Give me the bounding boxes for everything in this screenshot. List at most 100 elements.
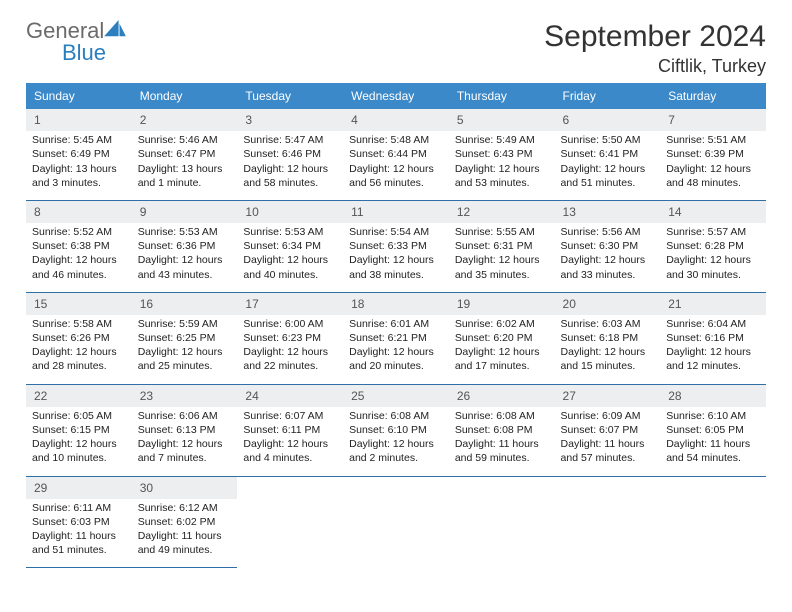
sunset-text: Sunset: 6:15 PM: [32, 423, 126, 437]
day-number-cell: 12: [449, 200, 555, 223]
day-cell: [555, 499, 661, 568]
sunrise-text: Sunrise: 5:51 AM: [666, 133, 760, 147]
sunrise-text: Sunrise: 5:54 AM: [349, 225, 443, 239]
daylight-text: Daylight: 12 hours: [32, 345, 126, 359]
daylight-text: and 54 minutes.: [666, 451, 760, 465]
sunset-text: Sunset: 6:21 PM: [349, 331, 443, 345]
day-cell: Sunrise: 6:12 AMSunset: 6:02 PMDaylight:…: [132, 499, 238, 568]
daylight-text: and 12 minutes.: [666, 359, 760, 373]
day-cell: Sunrise: 5:55 AMSunset: 6:31 PMDaylight:…: [449, 223, 555, 292]
day-number-cell: 3: [237, 109, 343, 131]
brand-blue: Blue: [62, 40, 106, 65]
sunset-text: Sunset: 6:47 PM: [138, 147, 232, 161]
sunrise-text: Sunrise: 6:10 AM: [666, 409, 760, 423]
sunrise-text: Sunrise: 5:52 AM: [32, 225, 126, 239]
daylight-text: Daylight: 12 hours: [349, 345, 443, 359]
weekday-header: Sunday: [26, 83, 132, 109]
sunset-text: Sunset: 6:13 PM: [138, 423, 232, 437]
day-number-cell: 11: [343, 200, 449, 223]
daylight-text: Daylight: 13 hours: [32, 162, 126, 176]
sunrise-text: Sunrise: 5:47 AM: [243, 133, 337, 147]
sunset-text: Sunset: 6:23 PM: [243, 331, 337, 345]
location-label: Ciftlik, Turkey: [544, 56, 766, 77]
daylight-text: and 49 minutes.: [138, 543, 232, 557]
sunset-text: Sunset: 6:26 PM: [32, 331, 126, 345]
day-number-cell: 18: [343, 292, 449, 315]
day-cell: [449, 499, 555, 568]
sunrise-text: Sunrise: 6:04 AM: [666, 317, 760, 331]
day-cell: Sunrise: 6:09 AMSunset: 6:07 PMDaylight:…: [555, 407, 661, 476]
daylight-text: and 43 minutes.: [138, 268, 232, 282]
sunset-text: Sunset: 6:30 PM: [561, 239, 655, 253]
daylight-text: and 10 minutes.: [32, 451, 126, 465]
sunrise-text: Sunrise: 6:00 AM: [243, 317, 337, 331]
day-cell: [660, 499, 766, 568]
sunrise-text: Sunrise: 6:09 AM: [561, 409, 655, 423]
sunset-text: Sunset: 6:07 PM: [561, 423, 655, 437]
daylight-text: Daylight: 12 hours: [243, 345, 337, 359]
day-number-cell: 30: [132, 476, 238, 499]
day-number-cell: 13: [555, 200, 661, 223]
daylight-text: and 28 minutes.: [32, 359, 126, 373]
weekday-header: Thursday: [449, 83, 555, 109]
day-cell: Sunrise: 6:06 AMSunset: 6:13 PMDaylight:…: [132, 407, 238, 476]
day-number-cell: 1: [26, 109, 132, 131]
daylight-text: Daylight: 12 hours: [561, 253, 655, 267]
sunrise-text: Sunrise: 6:11 AM: [32, 501, 126, 515]
day-cell: Sunrise: 5:48 AMSunset: 6:44 PMDaylight:…: [343, 131, 449, 200]
day-cell: Sunrise: 6:04 AMSunset: 6:16 PMDaylight:…: [660, 315, 766, 384]
sail-icon: [104, 20, 126, 38]
daylight-text: Daylight: 11 hours: [455, 437, 549, 451]
daylight-text: and 51 minutes.: [561, 176, 655, 190]
sunset-text: Sunset: 6:08 PM: [455, 423, 549, 437]
sunset-text: Sunset: 6:03 PM: [32, 515, 126, 529]
daylight-text: Daylight: 12 hours: [32, 253, 126, 267]
daylight-text: Daylight: 12 hours: [666, 162, 760, 176]
sunrise-text: Sunrise: 5:49 AM: [455, 133, 549, 147]
sunset-text: Sunset: 6:38 PM: [32, 239, 126, 253]
day-number-cell: 8: [26, 200, 132, 223]
day-cell: Sunrise: 6:05 AMSunset: 6:15 PMDaylight:…: [26, 407, 132, 476]
daylight-text: and 48 minutes.: [666, 176, 760, 190]
daylight-text: and 2 minutes.: [349, 451, 443, 465]
daylight-text: Daylight: 12 hours: [455, 162, 549, 176]
daylight-text: Daylight: 12 hours: [32, 437, 126, 451]
day-cell: Sunrise: 5:59 AMSunset: 6:25 PMDaylight:…: [132, 315, 238, 384]
sunrise-text: Sunrise: 6:05 AM: [32, 409, 126, 423]
day-number-cell: 9: [132, 200, 238, 223]
daylight-text: Daylight: 12 hours: [349, 437, 443, 451]
sunset-text: Sunset: 6:20 PM: [455, 331, 549, 345]
day-cell: Sunrise: 5:58 AMSunset: 6:26 PMDaylight:…: [26, 315, 132, 384]
daylight-text: Daylight: 12 hours: [243, 437, 337, 451]
daylight-text: and 25 minutes.: [138, 359, 232, 373]
daylight-text: Daylight: 12 hours: [561, 162, 655, 176]
day-number-cell: 22: [26, 384, 132, 407]
sunrise-text: Sunrise: 5:50 AM: [561, 133, 655, 147]
daylight-text: Daylight: 11 hours: [138, 529, 232, 543]
day-number-cell: 19: [449, 292, 555, 315]
sunset-text: Sunset: 6:41 PM: [561, 147, 655, 161]
weekday-header: Tuesday: [237, 83, 343, 109]
daylight-text: Daylight: 12 hours: [138, 345, 232, 359]
day-cell: Sunrise: 5:53 AMSunset: 6:34 PMDaylight:…: [237, 223, 343, 292]
sunrise-text: Sunrise: 5:56 AM: [561, 225, 655, 239]
day-number-cell: 21: [660, 292, 766, 315]
sunrise-text: Sunrise: 5:53 AM: [138, 225, 232, 239]
sunset-text: Sunset: 6:02 PM: [138, 515, 232, 529]
day-number-cell: 26: [449, 384, 555, 407]
day-number-cell: [237, 476, 343, 499]
daylight-text: and 15 minutes.: [561, 359, 655, 373]
daylight-text: and 40 minutes.: [243, 268, 337, 282]
daylight-text: and 20 minutes.: [349, 359, 443, 373]
weekday-header: Monday: [132, 83, 238, 109]
daylight-text: Daylight: 12 hours: [243, 253, 337, 267]
daylight-text: and 1 minute.: [138, 176, 232, 190]
day-number-cell: 29: [26, 476, 132, 499]
sunrise-text: Sunrise: 5:59 AM: [138, 317, 232, 331]
day-cell: Sunrise: 5:53 AMSunset: 6:36 PMDaylight:…: [132, 223, 238, 292]
daylight-text: and 46 minutes.: [32, 268, 126, 282]
sunset-text: Sunset: 6:49 PM: [32, 147, 126, 161]
day-cell: Sunrise: 6:00 AMSunset: 6:23 PMDaylight:…: [237, 315, 343, 384]
day-number-cell: 5: [449, 109, 555, 131]
brand-text: General Blue: [26, 20, 126, 64]
